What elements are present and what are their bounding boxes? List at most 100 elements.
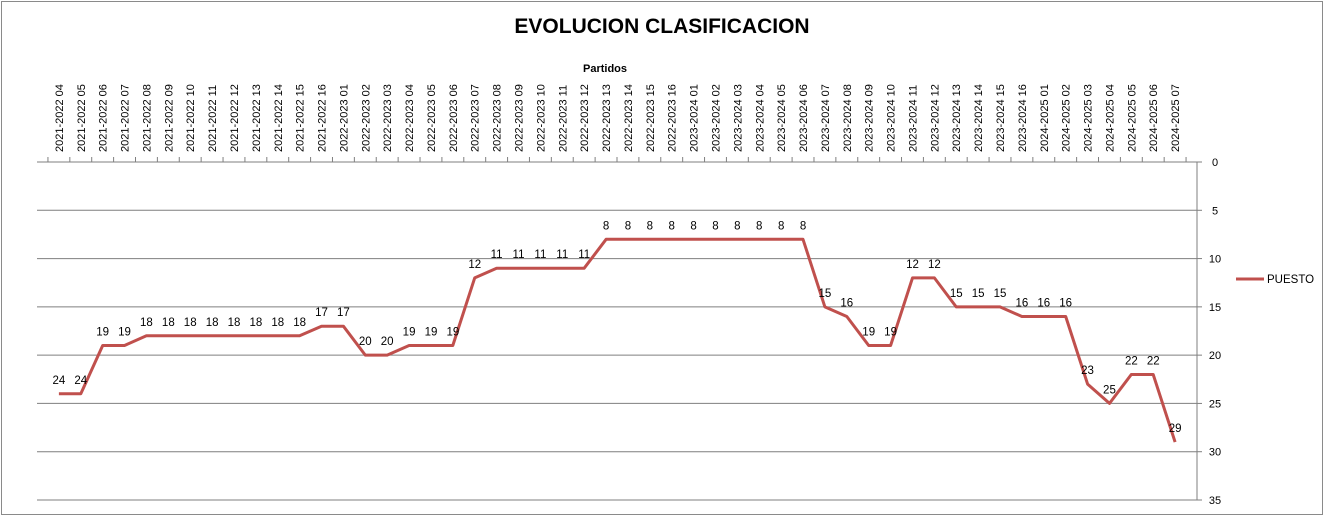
data-label: 25 bbox=[1103, 384, 1116, 396]
data-label: 11 bbox=[534, 249, 546, 261]
data-label: 8 bbox=[712, 220, 718, 232]
x-tick-label: 2022-2023 02 bbox=[360, 84, 372, 152]
x-tick-label: 2023-2024 05 bbox=[776, 84, 788, 152]
data-label: 18 bbox=[206, 317, 219, 329]
data-label: 23 bbox=[1081, 365, 1094, 377]
data-label: 15 bbox=[819, 288, 832, 300]
x-tick-label: 2022-2023 14 bbox=[623, 84, 635, 152]
data-label: 29 bbox=[1169, 423, 1182, 435]
y-tick-label: 0 bbox=[1212, 157, 1218, 169]
data-label: 19 bbox=[96, 326, 109, 338]
x-tick-label: 2022-2023 07 bbox=[470, 84, 482, 152]
data-label: 18 bbox=[162, 317, 175, 329]
x-tick-label: 2023-2024 09 bbox=[864, 84, 876, 152]
x-tick-label: 2024-2025 01 bbox=[1039, 84, 1051, 152]
data-label: 18 bbox=[249, 317, 262, 329]
legend-label-puesto: PUESTO bbox=[1267, 274, 1314, 286]
x-tick-label: 2021-2022 12 bbox=[229, 84, 241, 152]
data-label: 8 bbox=[800, 220, 806, 232]
data-label: 16 bbox=[1059, 298, 1072, 310]
data-label: 11 bbox=[556, 249, 568, 261]
x-tick-label: 2021-2022 09 bbox=[163, 84, 175, 152]
x-tick-label: 2022-2023 01 bbox=[338, 84, 350, 152]
data-label: 18 bbox=[271, 317, 284, 329]
data-label: 11 bbox=[491, 249, 503, 261]
x-tick-label: 2022-2023 11 bbox=[557, 85, 569, 152]
data-label: 19 bbox=[403, 326, 416, 338]
x-tick-label: 2023-2024 13 bbox=[951, 84, 963, 152]
y-tick-label: 20 bbox=[1209, 350, 1221, 362]
data-label: 17 bbox=[315, 307, 328, 319]
x-tick-label: 2021-2022 16 bbox=[317, 84, 329, 152]
data-label: 8 bbox=[669, 220, 675, 232]
x-tick-label: 2022-2023 10 bbox=[535, 84, 547, 152]
x-tick-label: 2023-2024 06 bbox=[798, 84, 810, 152]
x-tick-label: 2021-2022 04 bbox=[54, 84, 66, 152]
x-tick-label: 2023-2024 11 bbox=[907, 85, 919, 152]
x-tick-label: 2022-2023 04 bbox=[404, 84, 416, 152]
data-label: 19 bbox=[446, 326, 459, 338]
x-tick-label: 2022-2023 16 bbox=[667, 84, 679, 152]
data-label: 15 bbox=[950, 288, 963, 300]
x-tick-label: 2021-2022 06 bbox=[98, 84, 110, 152]
x-tick-label: 2023-2024 03 bbox=[732, 84, 744, 152]
data-label: 17 bbox=[337, 307, 350, 319]
x-tick-label: 2023-2024 14 bbox=[973, 84, 985, 152]
x-tick-label: 2021-2022 08 bbox=[141, 84, 153, 152]
data-label: 18 bbox=[140, 317, 153, 329]
data-label: 11 bbox=[578, 249, 590, 261]
data-label: 24 bbox=[74, 375, 87, 387]
data-label: 8 bbox=[603, 220, 609, 232]
data-label: 19 bbox=[884, 326, 897, 338]
y-tick-label: 5 bbox=[1212, 205, 1218, 217]
data-label: 19 bbox=[862, 326, 875, 338]
data-label: 16 bbox=[1037, 298, 1050, 310]
data-label: 20 bbox=[359, 336, 372, 348]
x-tick-label: 2023-2024 08 bbox=[842, 84, 854, 152]
x-tick-label: 2022-2023 08 bbox=[492, 84, 504, 152]
data-label: 12 bbox=[928, 259, 941, 271]
x-tick-label: 2022-2023 09 bbox=[514, 84, 526, 152]
x-tick-label: 2022-2023 05 bbox=[426, 84, 438, 152]
data-label: 8 bbox=[734, 220, 740, 232]
y-tick-label: 25 bbox=[1209, 398, 1221, 410]
x-tick-label: 2023-2024 12 bbox=[929, 84, 941, 152]
series-line-puesto bbox=[58, 237, 1177, 443]
data-label: 12 bbox=[906, 259, 919, 271]
x-tick-label: 2023-2024 10 bbox=[886, 84, 898, 152]
data-label: 19 bbox=[425, 326, 438, 338]
x-tick-label: 2023-2024 16 bbox=[1017, 84, 1029, 152]
legend: PUESTO bbox=[1236, 274, 1314, 286]
chart-title: EVOLUCION CLASIFICACION bbox=[514, 15, 809, 38]
x-tick-label: 2022-2023 13 bbox=[601, 84, 613, 152]
x-tick-label: 2024-2025 04 bbox=[1104, 84, 1116, 152]
x-tick-label: 2021-2022 05 bbox=[76, 84, 88, 152]
data-label: 22 bbox=[1147, 355, 1160, 367]
data-label: 16 bbox=[840, 298, 853, 310]
data-label: 12 bbox=[468, 259, 481, 271]
x-tick-label: 2023-2024 07 bbox=[820, 84, 832, 152]
y-axis-tick-labels: 0 5 10 15 20 25 30 35 bbox=[1209, 157, 1221, 507]
series-puesto bbox=[58, 237, 1177, 443]
data-label: 18 bbox=[293, 317, 306, 329]
data-label: 8 bbox=[625, 220, 631, 232]
x-tick-label: 2022-2023 12 bbox=[579, 84, 591, 152]
data-label: 24 bbox=[52, 375, 65, 387]
x-tick-label: 2022-2023 15 bbox=[645, 84, 657, 152]
x-tick-label: 2021-2022 11 bbox=[207, 85, 219, 152]
data-labels: 24 24 19 19 18 18 18 18 18 18 18 18 17 17 20 20 19 19 19 12… bbox=[52, 220, 1181, 435]
x-tick-label: 2021-2022 07 bbox=[120, 84, 132, 152]
x-tick-label: 2024-2025 03 bbox=[1083, 84, 1095, 152]
data-label: 8 bbox=[690, 220, 696, 232]
x-tick-label: 2021-2022 15 bbox=[295, 84, 307, 152]
data-label: 11 bbox=[513, 249, 525, 261]
data-label: 8 bbox=[778, 220, 784, 232]
x-tick-label: 2021-2022 13 bbox=[251, 84, 263, 152]
x-tick-label: 2024-2025 02 bbox=[1061, 84, 1073, 152]
x-tick-label: 2021-2022 10 bbox=[185, 84, 197, 152]
data-label: 15 bbox=[972, 288, 985, 300]
y-tick-label: 35 bbox=[1209, 495, 1221, 507]
x-tick-label: 2024-2025 05 bbox=[1126, 84, 1138, 152]
